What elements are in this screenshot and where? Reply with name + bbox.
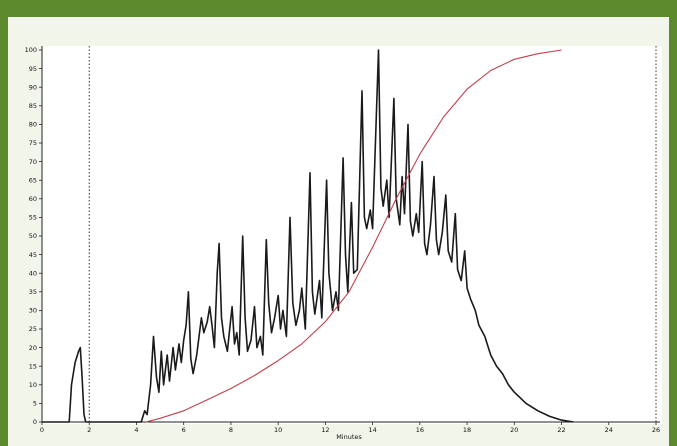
y-tick-label-12: 60 <box>29 195 37 203</box>
y-tick-label-5: 25 <box>29 325 37 333</box>
y-tick-label-2: 10 <box>29 381 37 389</box>
y-tick-label-18: 90 <box>29 83 37 91</box>
x-tick-label-10: 20 <box>510 426 518 434</box>
y-tick-label-0: 0 <box>33 418 37 426</box>
series-line-1 <box>145 49 562 423</box>
y-tick-label-3: 15 <box>29 362 37 370</box>
x-tick-label-1: 2 <box>87 426 91 434</box>
y-tick-label-20: 100 <box>25 46 37 54</box>
y-tick-label-17: 85 <box>29 102 37 110</box>
y-tick-label-16: 80 <box>29 121 37 129</box>
y-tick-label-19: 95 <box>29 65 37 73</box>
y-tick-label-1: 5 <box>33 400 37 408</box>
x-tick-label-9: 18 <box>463 426 471 434</box>
y-tick-label-14: 70 <box>29 158 37 166</box>
y-tick-label-4: 20 <box>29 344 37 352</box>
y-tick-label-11: 55 <box>29 214 37 222</box>
y-tick-label-15: 75 <box>29 139 37 147</box>
x-tick-label-6: 12 <box>321 426 329 434</box>
x-tick-label-5: 10 <box>274 426 282 434</box>
x-tick-label-12: 24 <box>605 426 613 434</box>
chromatogram-chart: 0510152025303540455055606570758085909510… <box>25 46 662 441</box>
x-tick-label-11: 22 <box>557 426 565 434</box>
x-tick-label-0: 0 <box>40 426 44 434</box>
y-tick-label-9: 45 <box>29 251 37 259</box>
x-tick-label-13: 26 <box>652 426 660 434</box>
y-tick-label-7: 35 <box>29 288 37 296</box>
series-line-0 <box>42 49 574 423</box>
x-tick-label-8: 16 <box>416 426 424 434</box>
x-tick-label-2: 4 <box>134 426 138 434</box>
chart-panel: 0 5 10 15 20 25 30 35 40 45 50 55 60 65 70 75 80 85 90 95 10… <box>8 17 669 446</box>
x-tick-label-4: 8 <box>229 426 233 434</box>
y-tick-label-6: 30 <box>29 307 37 315</box>
y-tick-label-13: 65 <box>29 176 37 184</box>
x-tick-label-3: 6 <box>182 426 186 434</box>
y-tick-label-10: 50 <box>29 232 37 240</box>
x-tick-label-7: 14 <box>368 426 376 434</box>
y-tick-label-8: 40 <box>29 269 37 277</box>
x-axis-title: Minutes <box>336 433 362 441</box>
